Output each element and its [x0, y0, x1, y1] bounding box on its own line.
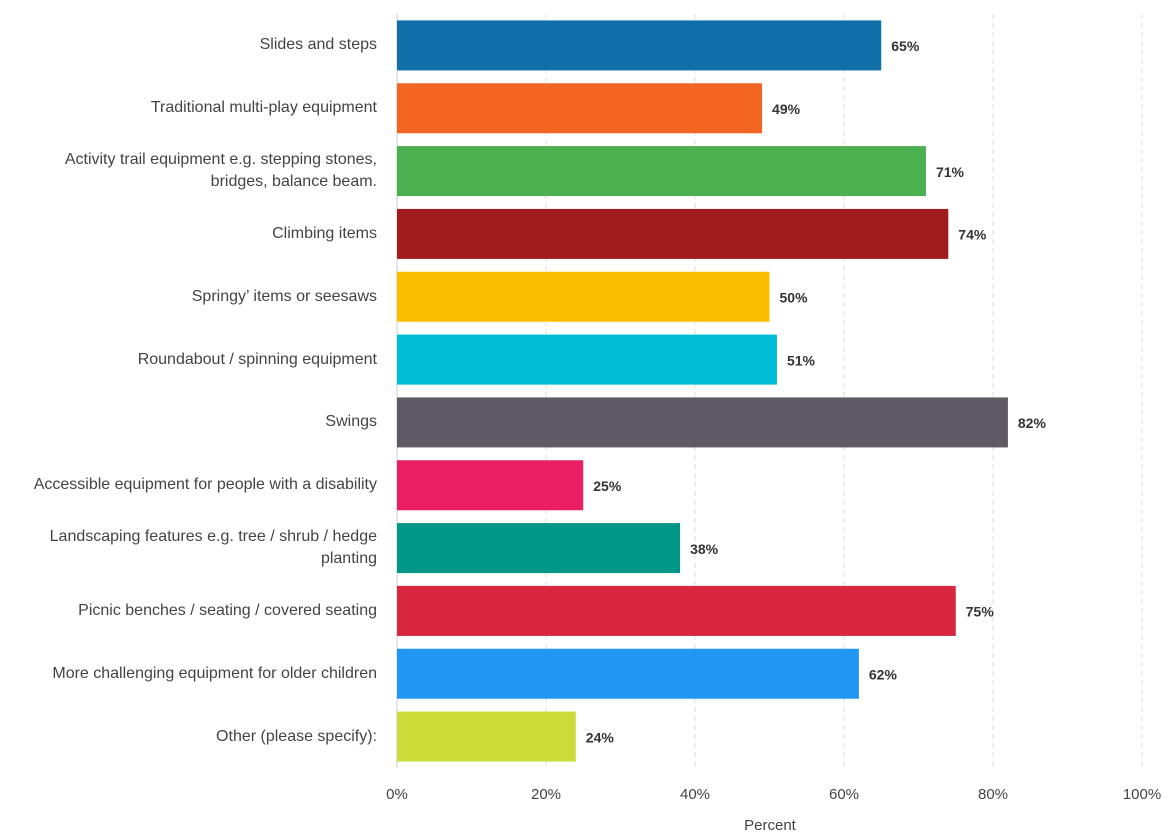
- data-label: 65%: [891, 38, 920, 54]
- data-label: 82%: [1018, 415, 1047, 431]
- bar: [397, 334, 777, 385]
- y-tick-label: Activity trail equipment e.g. stepping s…: [64, 151, 377, 191]
- x-tick-label: 60%: [829, 786, 859, 803]
- y-tick-label: Landscaping features e.g. tree / shrub /…: [49, 528, 377, 568]
- y-tick-label: Other (please specify):: [216, 727, 377, 745]
- data-label: 25%: [593, 478, 622, 494]
- data-label: 74%: [958, 227, 987, 243]
- y-tick-label: More challenging equipment for older chi…: [52, 664, 377, 682]
- x-tick-label: 0%: [386, 786, 408, 803]
- y-tick-label: Traditional multi-play equipment: [150, 99, 377, 117]
- x-tick-label: 80%: [978, 786, 1008, 803]
- y-tick-label: Swings: [325, 413, 377, 431]
- data-label: 49%: [772, 101, 801, 117]
- data-label: 51%: [787, 352, 816, 368]
- data-label: 38%: [690, 541, 719, 557]
- x-tick-label: 20%: [531, 786, 561, 803]
- x-axis-label: Percent: [744, 817, 797, 834]
- y-tick-label: Roundabout / spinning equipment: [137, 350, 377, 368]
- bar: [397, 271, 770, 322]
- data-label: 50%: [780, 289, 809, 305]
- bar: [397, 523, 681, 574]
- bar: [397, 711, 576, 762]
- bar: [397, 648, 859, 699]
- x-tick-label: 40%: [680, 786, 710, 803]
- y-tick-label: Slides and steps: [259, 36, 377, 54]
- data-label: 62%: [869, 666, 898, 682]
- data-label: 24%: [586, 729, 615, 745]
- x-tick-label: 100%: [1123, 786, 1161, 803]
- data-label: 71%: [936, 164, 965, 180]
- y-tick-label: Accessible equipment for people with a d…: [33, 476, 377, 494]
- bar: [397, 585, 956, 636]
- bar: [397, 20, 882, 71]
- bar: [397, 460, 584, 511]
- data-label: 75%: [966, 604, 995, 620]
- bar: [397, 208, 949, 259]
- y-tick-label: Picnic benches / seating / covered seati…: [78, 601, 377, 619]
- bar: [397, 146, 926, 197]
- bar: [397, 83, 763, 134]
- y-tick-label: Springy’ items or seesaws: [191, 287, 377, 305]
- y-tick-label: Climbing items: [272, 224, 377, 242]
- bar: [397, 397, 1008, 448]
